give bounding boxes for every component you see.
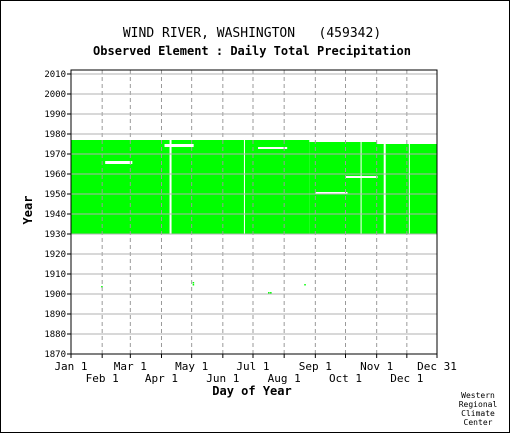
y-tick-label-14: 2010 [44, 70, 66, 80]
missing-gap-0 [105, 161, 133, 164]
data-point-4 [270, 292, 272, 294]
coverage-block-1 [309, 142, 437, 234]
data-point-5 [304, 284, 306, 286]
data-point-0 [101, 286, 103, 288]
y-tick-label-4: 1910 [44, 270, 66, 280]
missing-gap-7 [243, 140, 245, 234]
missing-gap-2 [258, 147, 288, 149]
missing-gap-9 [408, 140, 410, 234]
x-tick-label-r2-0: Feb 1 [86, 372, 119, 385]
missing-gap-10 [383, 140, 386, 234]
x-tick-label-r2-1: Apr 1 [145, 372, 178, 385]
chart-subtitle: Observed Element : Daily Total Precipita… [93, 44, 411, 58]
y-tick-label-13: 2000 [44, 90, 66, 100]
y-tick-label-5: 1920 [44, 250, 66, 260]
x-tick-label-r1-0: Jan 1 [54, 360, 87, 373]
grid-lines [71, 70, 437, 354]
y-axis-ticks: 1870 1880 1890 1900 1910 1920 1930 1940 1950 1960… [44, 70, 71, 360]
x-tick-label-r1-3: Jul 1 [236, 360, 269, 373]
x-tick-label-r2-3: Aug 1 [268, 372, 301, 385]
x-tick-label-r1-4: Sep 1 [299, 360, 332, 373]
y-tick-label-8: 1950 [44, 190, 66, 200]
wrcc-credit: Western Regional Climate Center [459, 391, 498, 427]
x-tick-label-r2-4: Oct 1 [329, 372, 362, 385]
y-tick-label-12: 1990 [44, 110, 66, 120]
x-tick-label-r1-5: Nov 1 [360, 360, 393, 373]
credit-line-3: Climate [461, 409, 495, 418]
y-tick-label-7: 1940 [44, 210, 66, 220]
data-point-2 [192, 282, 195, 284]
credit-line-4: Center [464, 418, 493, 427]
x-tick-label-r2-2: Jun 1 [206, 372, 239, 385]
y-tick-label-6: 1930 [44, 230, 66, 240]
y-tick-label-10: 1970 [44, 150, 66, 160]
x-axis-label: Day of Year [212, 384, 291, 398]
y-tick-label-1: 1880 [44, 330, 66, 340]
y-tick-label-2: 1890 [44, 310, 66, 320]
data-point-1 [192, 284, 195, 286]
plot-border [70, 69, 438, 355]
missing-gap-6 [169, 140, 172, 234]
x-axis-ticks: Jan 1 Mar 1 May 1 Jul 1 Sep 1 Nov 1 Dec 31 Feb … [54, 354, 457, 385]
y-tick-label-3: 1900 [44, 290, 66, 300]
missing-gap-8 [360, 140, 362, 234]
y-tick-label-11: 1980 [44, 130, 66, 140]
credit-line-1: Western [461, 391, 495, 400]
credit-line-2: Regional [459, 400, 498, 409]
x-tick-label-r2-5: Dec 1 [390, 372, 423, 385]
y-tick-label-0: 1870 [44, 350, 66, 360]
x-tick-label-r1-6: Dec 31 [417, 360, 457, 373]
data-point-3 [268, 292, 270, 294]
coverage-block-0 [71, 140, 310, 234]
missing-gap-1 [164, 144, 194, 147]
y-tick-label-9: 1960 [44, 170, 66, 180]
coverage-blocks [71, 140, 437, 294]
y-axis-label: Year [21, 196, 35, 225]
x-tick-label-r1-1: Mar 1 [114, 360, 147, 373]
x-tick-label-r1-2: May 1 [175, 360, 208, 373]
missing-gap-3 [315, 192, 348, 194]
chart-title: WIND RIVER, WASHINGTON (459342) [123, 26, 381, 41]
